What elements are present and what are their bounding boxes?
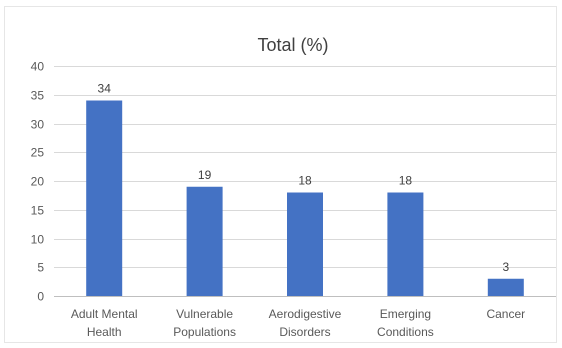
bar [86,100,123,296]
data-label: 34 [98,82,112,96]
gridlines [54,66,556,297]
x-category-label: Conditions [377,325,434,339]
y-tick-label: 25 [31,146,45,160]
y-tick-label: 0 [37,290,44,304]
data-label: 19 [198,168,212,182]
x-axis-categories: Adult Mental Health Vulnerable Populations A… [71,307,525,339]
bars [86,100,524,296]
data-labels: 34 19 18 18 3 [98,82,510,274]
bar [487,278,524,296]
data-label: 18 [298,174,312,188]
data-label: 3 [502,260,509,274]
x-category-label: Populations [173,325,236,339]
x-category-label: Aerodigestive [269,307,342,321]
data-label: 18 [399,174,413,188]
bar [186,186,223,296]
x-category-label: Adult Mental [71,307,138,321]
y-tick-label: 30 [31,118,45,132]
x-category-label: Emerging [380,307,431,321]
bar [387,192,424,296]
x-category-label: Vulnerable [176,307,233,321]
y-tick-label: 10 [31,233,45,247]
y-tick-label: 40 [31,60,45,74]
x-category-label: Cancer [486,307,525,321]
y-tick-label: 15 [31,204,45,218]
x-category-label: Health [87,325,122,339]
x-category-label: Disorders [279,325,330,339]
chart-title: Total (%) [257,35,328,55]
bar [287,192,323,296]
y-tick-label: 5 [37,261,44,275]
y-tick-label: 35 [31,89,45,103]
y-axis-ticks: 0 5 10 15 20 25 30 35 40 [31,60,45,304]
y-tick-label: 20 [31,175,45,189]
